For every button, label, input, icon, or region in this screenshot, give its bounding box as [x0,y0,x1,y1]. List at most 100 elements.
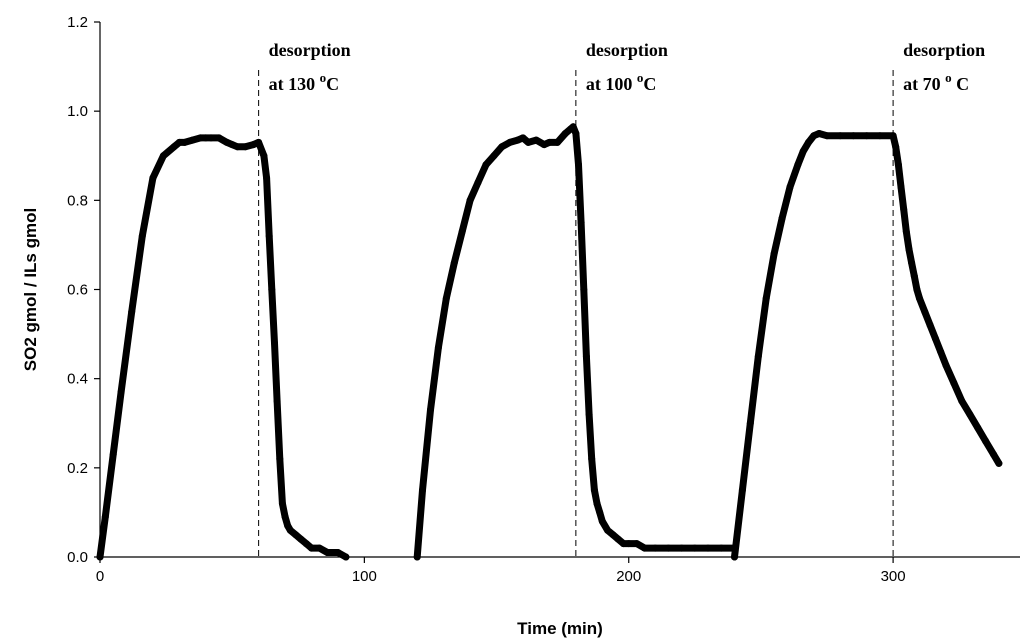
data-point [181,138,189,146]
data-point [754,352,762,360]
data-point [419,486,426,494]
data-point [995,459,1003,467]
y-tick-label: 0.4 [67,371,88,388]
data-point [315,544,323,552]
data-point [569,123,577,131]
data-point [498,143,506,151]
x-tick-label: 200 [616,568,641,585]
data-point [128,308,136,316]
annotation-temp: at 70 [903,74,945,94]
annotation-unit: C [643,74,656,94]
data-point [590,486,598,494]
data-point [598,517,606,525]
data-point [271,339,278,347]
data-point [958,397,966,405]
data-point [746,419,754,427]
data-point [117,388,125,396]
data-point [799,147,807,155]
annotation-line1: desorption [586,40,668,60]
data-point [593,500,601,507]
annotation-temp: at 100 [586,74,637,94]
data-point [604,526,612,534]
data-point [950,379,958,387]
data-point [762,294,770,302]
data-point [815,130,823,137]
data-point [249,141,257,149]
data-point [633,540,641,548]
data-point [937,348,945,356]
data-point [427,406,434,414]
data-point [490,152,498,160]
data-point [234,143,241,151]
data-point [585,410,593,418]
data-point [770,250,778,258]
data-point [805,138,812,146]
data-series [96,123,1003,561]
data-point [228,141,236,149]
data-point [908,259,916,267]
series-line [96,134,350,561]
annotation-line2: at 70 o C [903,70,969,94]
y-tick-label: 0.6 [67,282,88,299]
y-tick-label: 0.0 [67,549,88,566]
y-tick-label: 0.2 [67,460,88,477]
data-point [810,132,818,140]
data-point [138,232,146,240]
data-point [619,540,627,548]
data-point [302,540,310,548]
data-point [916,294,923,302]
data-point [588,455,596,463]
data-point [553,138,561,146]
data-point [823,132,831,140]
x-tick-label: 100 [352,568,377,585]
data-point [575,161,582,169]
annotation-unit: C [326,74,339,94]
data-point [434,344,442,351]
data-point [641,544,649,552]
annotation-unit: C [952,74,970,94]
data-point [265,232,273,240]
series-line [731,130,1003,561]
data-point [334,549,342,556]
data-point [704,544,712,552]
data-point [308,544,315,552]
data-point [889,132,897,140]
data-point [532,136,540,144]
data-point [910,272,918,280]
data-point [458,228,466,235]
data-point [786,183,794,191]
data-point [794,161,802,169]
annotation-line1: desorption [903,40,985,60]
y-tick-label: 0.8 [67,192,88,209]
data-point [260,152,268,160]
data-point [276,455,284,463]
data-point [450,259,458,267]
data-point [596,508,604,516]
data-point [894,161,902,169]
data-point [519,134,527,142]
data-point [545,138,553,146]
data-point [268,286,276,293]
data-point [202,134,210,142]
data-point [717,544,725,552]
data-point [442,294,450,302]
y-axis-title: SO2 gmol / ILs gmol [21,208,40,371]
data-point [540,141,548,149]
data-point [905,245,913,253]
data-point [614,535,622,543]
data-point [101,513,109,521]
data-point [926,321,934,329]
y-tick-label: 1.0 [67,103,88,120]
data-point [580,286,588,293]
data-point [902,228,910,235]
x-axis-title: Time (min) [517,619,603,638]
data-point [149,174,157,182]
data-point [836,132,844,140]
data-point [506,138,514,146]
data-point [921,308,929,316]
data-point [281,513,289,521]
data-point [482,161,490,169]
data-point [170,143,178,151]
data-point [255,138,263,146]
